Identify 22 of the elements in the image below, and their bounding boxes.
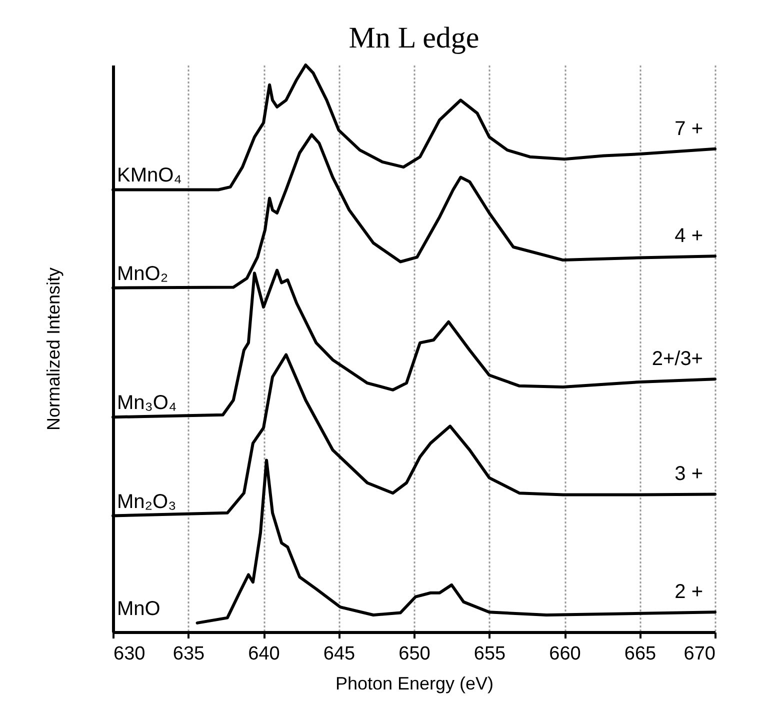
series-label: Mn₂O₃ bbox=[117, 490, 176, 513]
annotation: 7 + bbox=[674, 118, 703, 140]
x-tick-label: 665 bbox=[624, 644, 656, 664]
x-tick-label: 630 bbox=[114, 644, 146, 664]
x-tick-label: 655 bbox=[474, 644, 506, 664]
x-tick-label: 660 bbox=[549, 644, 581, 664]
x-tick-label: 670 bbox=[684, 644, 716, 664]
series-label: KMnO₄ bbox=[117, 164, 182, 187]
y-axis-title: Normalized Intensity bbox=[44, 267, 64, 431]
annotation: 4 + bbox=[674, 225, 703, 248]
x-tick-label: 640 bbox=[248, 644, 280, 664]
annotation: 3 + bbox=[674, 463, 703, 486]
series-label: MnO₂ bbox=[117, 262, 168, 285]
annotation: 2+/3+ bbox=[652, 348, 703, 370]
annotation: 2 + bbox=[674, 581, 703, 604]
series-label: Mn₃O₄ bbox=[117, 392, 177, 414]
x-tick-label: 635 bbox=[172, 644, 205, 664]
series-label: MnO bbox=[117, 598, 160, 620]
x-tick-label: 650 bbox=[398, 644, 430, 664]
x-axis-title: Photon Energy (eV) bbox=[335, 674, 494, 694]
chart-title: Mn L edge bbox=[348, 22, 480, 54]
x-tick-label: 645 bbox=[323, 644, 356, 664]
